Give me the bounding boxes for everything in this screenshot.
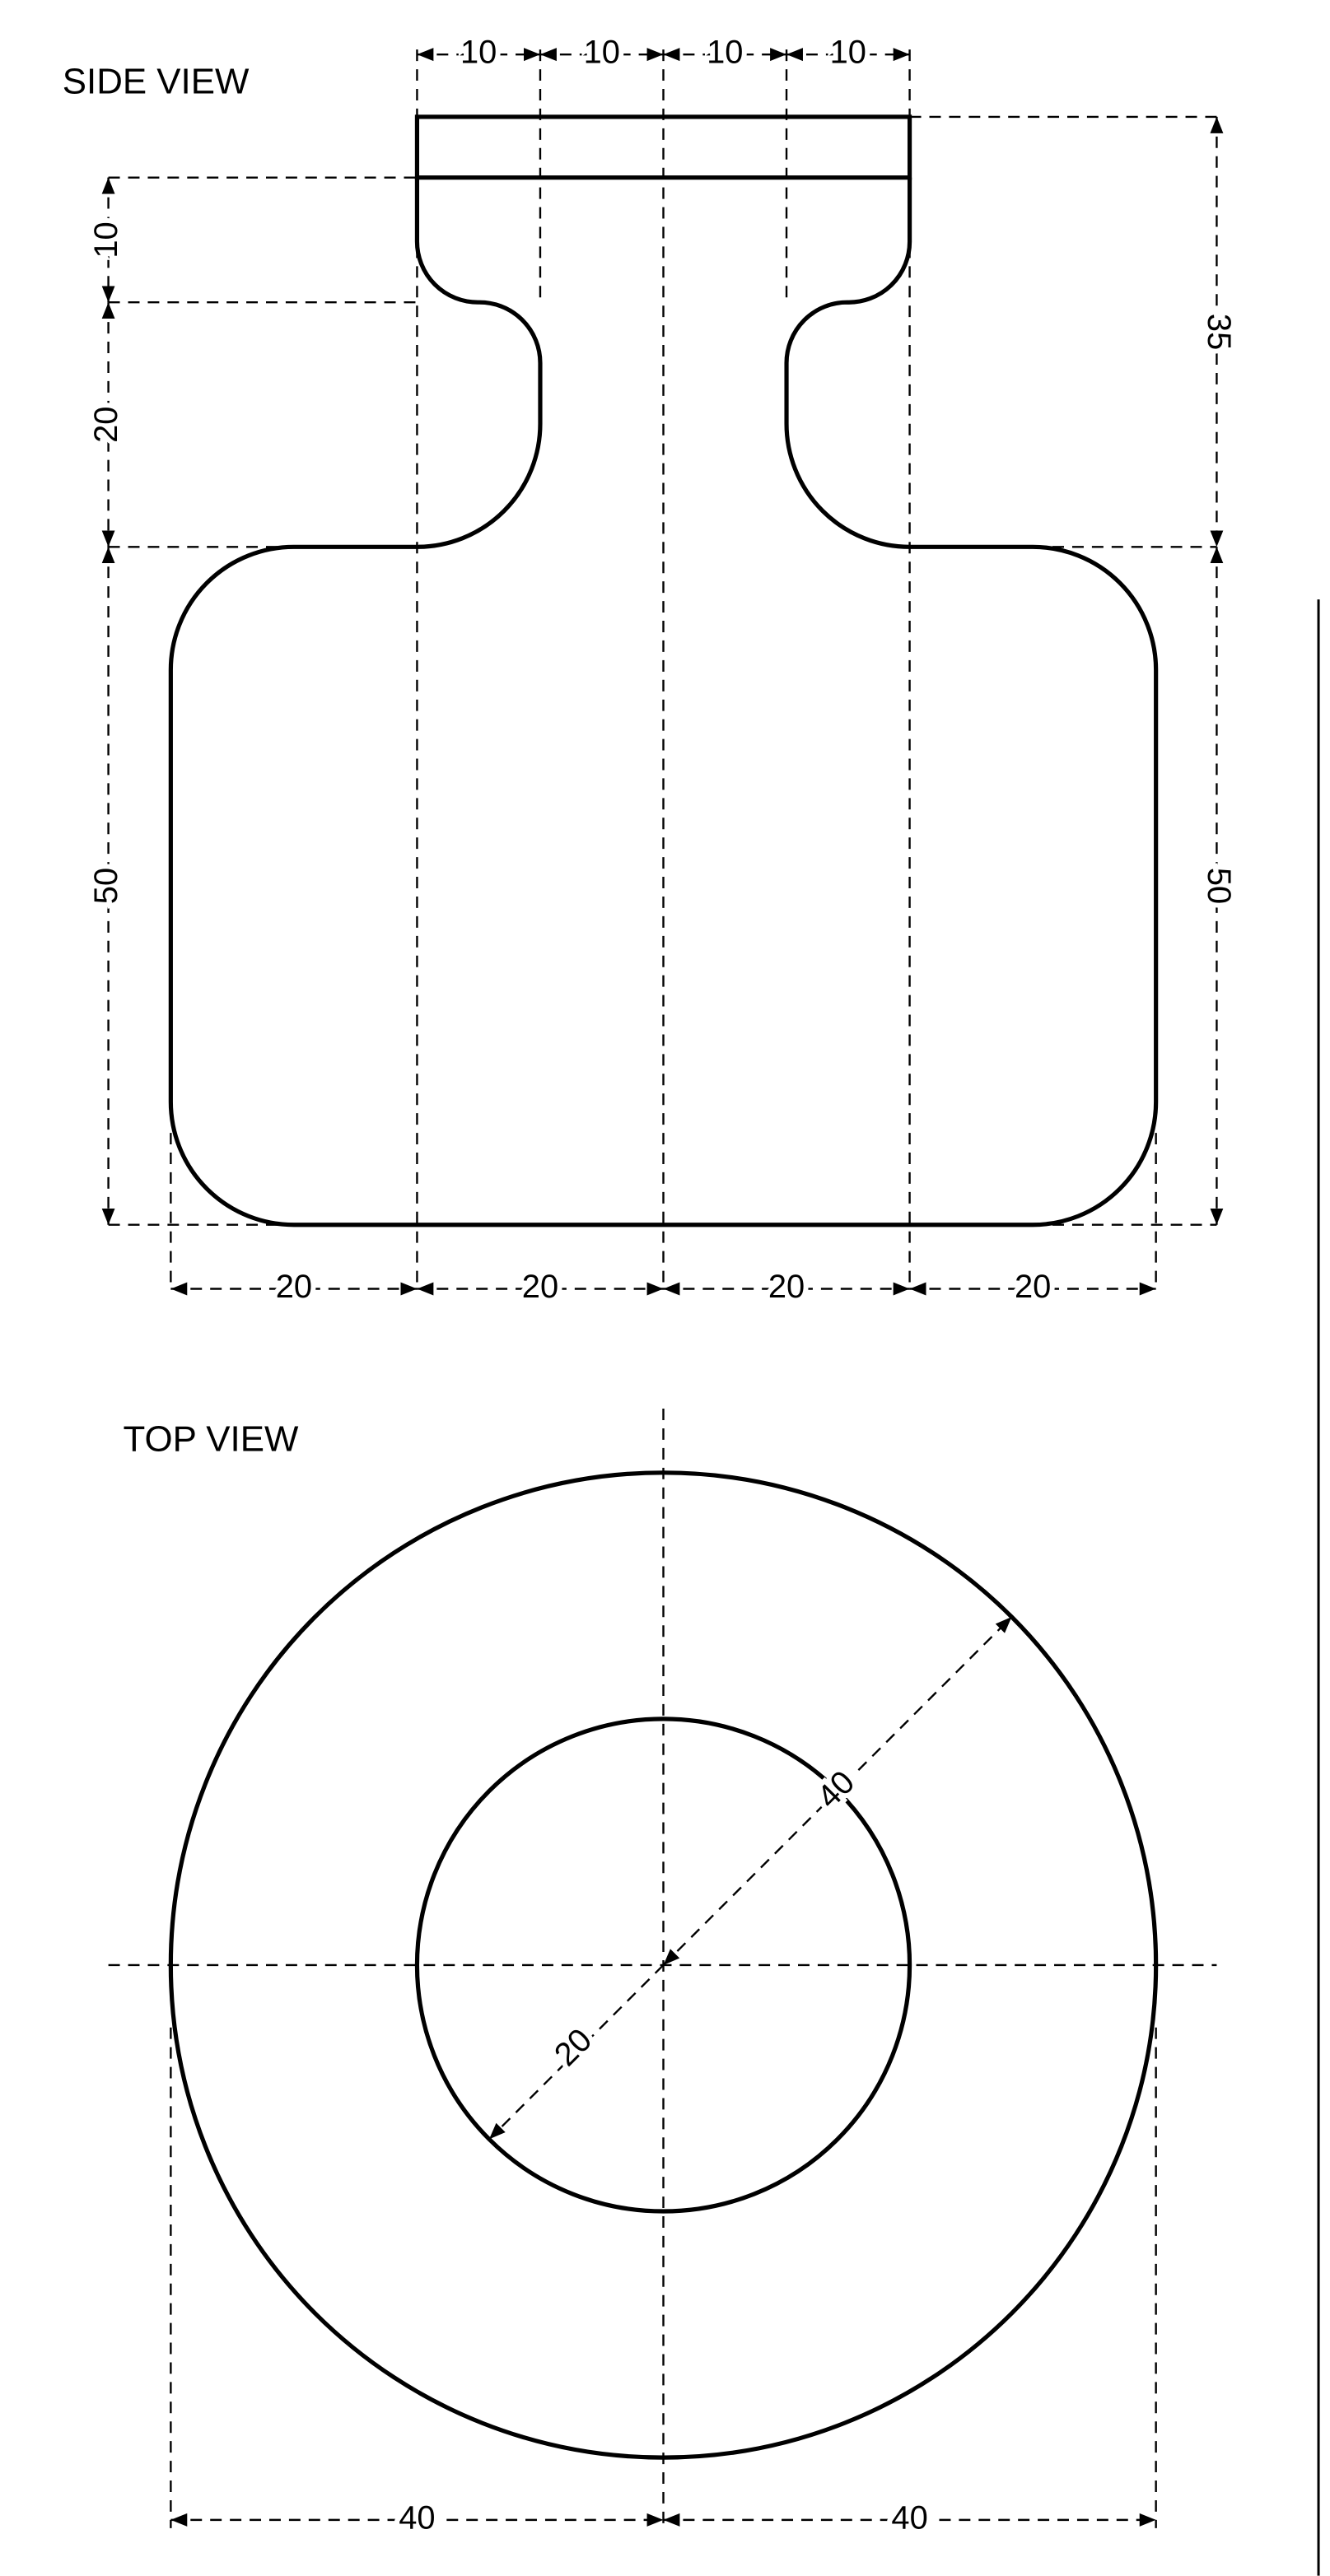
side-profile bbox=[168, 177, 1159, 1227]
dimension-label: 20 bbox=[1015, 1269, 1051, 1305]
dimension-label: 35 bbox=[1201, 314, 1237, 350]
dimension-label: 20 bbox=[276, 1269, 312, 1305]
dimension-label: 10 bbox=[830, 35, 866, 71]
dimension-label: 10 bbox=[88, 221, 124, 258]
dimension-label: 10 bbox=[584, 35, 620, 71]
radius-line bbox=[488, 1964, 665, 2140]
dimension-label: 20 bbox=[522, 1269, 558, 1305]
cap bbox=[414, 114, 912, 180]
dimension-label: 50 bbox=[88, 868, 124, 904]
dimension-label: 50 bbox=[1201, 868, 1237, 904]
top-view-title: TOP VIEW bbox=[124, 1419, 299, 1460]
dimension-label: 40 bbox=[891, 2499, 927, 2536]
side-view-title: SIDE VIEW bbox=[63, 62, 250, 102]
dimension-label: 20 bbox=[768, 1269, 805, 1305]
dimension-label: 40 bbox=[399, 2499, 435, 2536]
dimension-label: 10 bbox=[460, 35, 497, 71]
radius-line bbox=[662, 1616, 1013, 1966]
dimension-label: 20 bbox=[88, 407, 124, 443]
outer-circle bbox=[168, 1470, 1159, 2460]
dimension-label: 10 bbox=[707, 35, 743, 71]
radius-label: 20 bbox=[548, 2022, 599, 2073]
